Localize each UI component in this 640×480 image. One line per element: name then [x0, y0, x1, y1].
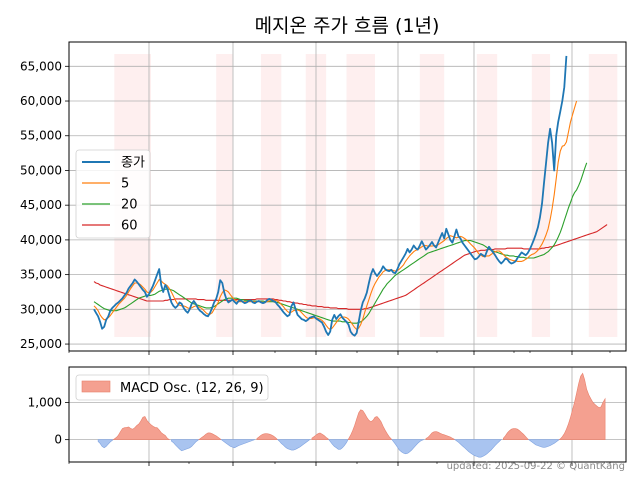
macd-legend-label: MACD Osc. (12, 26, 9) — [120, 381, 264, 396]
footer-watermark: updated: 2025-09-22 © QuantKang — [447, 461, 625, 472]
macd-area-neg-12 — [454, 439, 502, 458]
macd-area-neg-0 — [97, 439, 115, 449]
macd-area-neg-2 — [171, 439, 200, 452]
price-ytick-label-1: 30,000 — [20, 302, 62, 316]
macd-area-neg-14 — [527, 439, 561, 448]
shaded-range-8 — [588, 54, 618, 337]
macd-area-neg-8 — [328, 439, 349, 450]
macd-panel-x-ticks — [68, 462, 611, 466]
shaded-range-6 — [476, 54, 498, 337]
macd-area-pos-1 — [112, 416, 171, 440]
price-ytick-label-4: 45,000 — [20, 198, 62, 212]
price-legend: 종가 5 20 60 — [75, 149, 151, 239]
shaded-range-1 — [216, 54, 233, 337]
price-ytick-label-7: 60,000 — [20, 94, 62, 108]
macd-area-neg-10 — [391, 439, 425, 455]
price-ytick-label-3: 40,000 — [20, 233, 62, 247]
price-ytick-label-6: 55,000 — [20, 129, 62, 143]
legend-label-0: 종가 — [121, 156, 145, 171]
macd-area-pos-3 — [197, 432, 223, 440]
series-line-ma5 — [93, 100, 578, 331]
macd-area-pos-5 — [256, 433, 279, 440]
macd-ytick-label-0: 0 — [54, 433, 62, 447]
macd-panel-y-ticks: 0 1,000 — [28, 395, 69, 447]
macd-area-pos-11 — [425, 431, 456, 440]
price-ytick-label-8: 65,000 — [20, 59, 62, 73]
shaded-range-2 — [260, 54, 282, 337]
price-panel-frame — [68, 41, 627, 352]
price-panel-series — [93, 55, 608, 337]
macd-area-pos-13 — [503, 428, 530, 440]
legend-label-3: 60 — [121, 219, 138, 234]
series-line-ma60 — [93, 224, 608, 310]
series-line-ma20 — [93, 162, 588, 324]
macd-area-pos-15 — [558, 372, 606, 440]
macd-area-pos-9 — [347, 409, 393, 440]
macd-legend-box — [75, 374, 269, 401]
macd-area-neg-4 — [220, 439, 256, 449]
legend-label-1: 5 — [121, 177, 129, 192]
macd-area-neg-6 — [276, 439, 311, 451]
price-panel: 25,000 30,000 35,000 40,000 45,000 50,000 55,0… — [20, 41, 627, 355]
shaded-range-7 — [531, 54, 551, 337]
price-legend-box — [75, 149, 151, 239]
macd-area-pos-7 — [311, 432, 330, 440]
macd-panel: 0 1,000 MACD Osc. (12, 26, 9) — [28, 366, 627, 466]
series-line-close — [93, 55, 568, 337]
price-panel-x-ticks — [68, 351, 611, 355]
macd-ytick-label-1: 1,000 — [28, 395, 62, 409]
price-panel-y-ticks: 25,000 30,000 35,000 40,000 45,000 50,000 55,0… — [20, 59, 69, 351]
price-ytick-label-5: 50,000 — [20, 163, 62, 177]
legend-label-2: 20 — [121, 198, 138, 213]
macd-legend-swatch — [81, 380, 111, 393]
price-ytick-label-0: 25,000 — [20, 337, 62, 351]
macd-panel-series — [97, 372, 606, 458]
macd-panel-frame — [68, 366, 627, 463]
macd-legend: MACD Osc. (12, 26, 9) — [75, 374, 269, 401]
chart-title: 메지온 주가 흐름 (1년) — [255, 15, 440, 37]
shaded-range-5 — [419, 54, 445, 337]
price-ytick-label-2: 35,000 — [20, 268, 62, 282]
